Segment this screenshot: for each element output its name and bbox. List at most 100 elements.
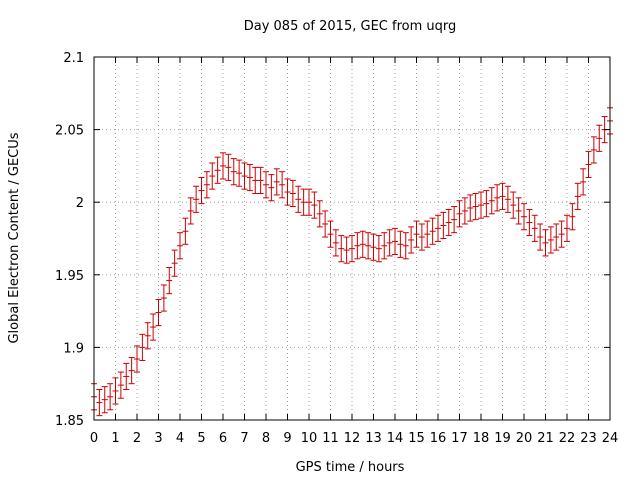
x-tick-label: 15 bbox=[408, 431, 425, 446]
data-point bbox=[177, 232, 183, 260]
data-point bbox=[402, 232, 409, 260]
y-tick-label: 2.05 bbox=[55, 124, 84, 139]
data-point bbox=[128, 357, 135, 385]
x-tick-label: 18 bbox=[473, 431, 490, 446]
data-point bbox=[483, 190, 490, 218]
data-point bbox=[236, 159, 243, 187]
x-tick-label: 3 bbox=[154, 431, 162, 446]
data-point bbox=[316, 200, 323, 228]
data-point bbox=[526, 208, 533, 237]
data-point bbox=[531, 214, 538, 242]
data-point bbox=[564, 214, 570, 242]
x-tick-label: 16 bbox=[430, 431, 447, 446]
data-point bbox=[445, 208, 452, 237]
data-point bbox=[521, 203, 527, 231]
data-point bbox=[134, 345, 140, 373]
data-point bbox=[257, 166, 264, 194]
data-point bbox=[397, 230, 404, 258]
x-axis-label: GPS time / hours bbox=[296, 460, 405, 475]
data-point bbox=[569, 203, 576, 231]
data-point bbox=[580, 168, 587, 196]
data-point bbox=[252, 166, 259, 194]
data-point bbox=[117, 371, 124, 399]
data-point bbox=[413, 220, 420, 248]
data-point bbox=[472, 192, 479, 221]
data-point bbox=[499, 182, 506, 210]
x-tick-label: 23 bbox=[580, 431, 597, 446]
x-tick-label: 2 bbox=[133, 431, 141, 446]
data-point bbox=[338, 235, 345, 263]
data-point bbox=[359, 230, 366, 258]
data-point bbox=[209, 162, 216, 190]
y-tick-label: 1.85 bbox=[55, 414, 84, 429]
data-point bbox=[354, 232, 361, 260]
y-tick-label: 1.9 bbox=[63, 341, 84, 356]
data-point bbox=[440, 211, 447, 239]
data-point bbox=[311, 191, 318, 219]
data-point bbox=[246, 163, 253, 192]
x-tick-label: 1 bbox=[111, 431, 119, 446]
data-point bbox=[327, 220, 334, 248]
data-point bbox=[155, 298, 162, 327]
data-point bbox=[553, 223, 560, 251]
data-point bbox=[306, 188, 312, 216]
x-tick-label: 17 bbox=[451, 431, 468, 446]
data-point bbox=[101, 386, 108, 414]
x-tick-label: 7 bbox=[240, 431, 248, 446]
data-point bbox=[510, 191, 517, 219]
data-point bbox=[295, 185, 302, 213]
data-point bbox=[300, 188, 307, 216]
data-point bbox=[515, 197, 522, 225]
x-axis: 0 1 2 3 4 5 6 7 8 9 10 11 12 13 14 15 16 17 18 19 20 21 22 23 24 bbox=[90, 57, 618, 446]
x-tick-label: 21 bbox=[537, 431, 554, 446]
y-tick-label: 1.95 bbox=[55, 269, 84, 284]
y-axis-label: Global Electron Content / GECUs bbox=[7, 132, 22, 343]
x-tick-label: 12 bbox=[344, 431, 361, 446]
x-tick-label: 0 bbox=[90, 431, 98, 446]
data-point bbox=[494, 184, 501, 212]
data-point bbox=[193, 185, 200, 213]
data-point bbox=[370, 233, 377, 261]
data-point bbox=[461, 197, 468, 225]
x-tick-label: 20 bbox=[516, 431, 533, 446]
data-point bbox=[279, 171, 286, 199]
x-tick-label: 10 bbox=[301, 431, 318, 446]
data-point bbox=[585, 150, 592, 179]
data-point bbox=[225, 153, 232, 181]
data-point bbox=[365, 232, 372, 260]
x-tick-label: 13 bbox=[365, 431, 382, 446]
data-point bbox=[107, 383, 114, 411]
data-point bbox=[268, 174, 275, 202]
data-point bbox=[590, 136, 597, 164]
data-point bbox=[96, 389, 103, 417]
data-point bbox=[263, 171, 269, 199]
y-tick-label: 2.1 bbox=[63, 51, 84, 66]
data-point bbox=[386, 229, 393, 257]
y-axis: 1.85 1.9 1.95 2 2.05 2.1 bbox=[55, 51, 610, 429]
data-point bbox=[332, 229, 339, 257]
data-point bbox=[381, 232, 388, 260]
data-point bbox=[187, 197, 194, 225]
data-point bbox=[182, 217, 189, 245]
data-point bbox=[418, 223, 425, 251]
data-point bbox=[537, 223, 544, 251]
data-point bbox=[375, 235, 382, 263]
data-point bbox=[284, 178, 291, 206]
x-tick-label: 24 bbox=[602, 431, 619, 446]
data-point bbox=[424, 220, 431, 248]
x-tick-label: 9 bbox=[283, 431, 291, 446]
data-point bbox=[456, 200, 463, 228]
data-point bbox=[150, 313, 157, 341]
y-tick-label: 2 bbox=[76, 196, 84, 211]
x-tick-label: 8 bbox=[262, 431, 270, 446]
data-point bbox=[160, 284, 167, 312]
data-point bbox=[488, 187, 495, 215]
data-point bbox=[230, 158, 237, 186]
x-tick-label: 22 bbox=[559, 431, 576, 446]
data-point bbox=[435, 214, 441, 242]
data-point bbox=[392, 227, 398, 255]
data-point bbox=[171, 249, 178, 277]
data-point bbox=[542, 229, 549, 257]
data-point bbox=[289, 179, 296, 208]
data-point bbox=[273, 168, 280, 196]
